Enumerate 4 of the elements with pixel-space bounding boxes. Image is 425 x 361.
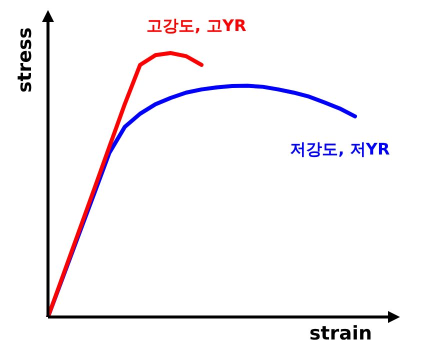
- y-axis-title: stress: [14, 27, 36, 93]
- series-label: 고강도, 고YR: [146, 16, 246, 36]
- x-axis-title: strain: [309, 322, 372, 344]
- text: 저강도, 저YR: [290, 140, 390, 159]
